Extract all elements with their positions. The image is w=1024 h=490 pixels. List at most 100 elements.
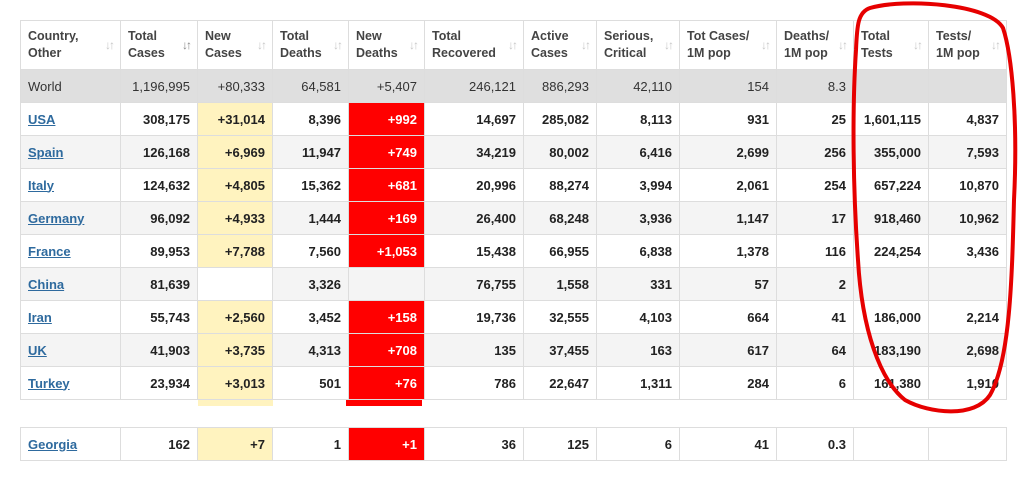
cell-col-3: 15,362 [273,169,349,202]
column-header-label: Total Deaths [280,28,322,62]
column-header-label: Tests/1M pop [936,28,980,62]
cell-col-7: 8,113 [597,103,680,136]
cell-col-8: 931 [680,103,777,136]
cell-col-10: 355,000 [854,136,929,169]
cell-col-11 [929,268,1007,301]
cell-col-3: 11,947 [273,136,349,169]
world-cell-2: +80,333 [198,70,273,103]
cell-col-7: 6,838 [597,235,680,268]
cell-col-6: 80,002 [524,136,597,169]
cell-col-8: 2,061 [680,169,777,202]
country-link[interactable]: France [28,243,71,259]
country-cell: Iran [20,301,121,334]
column-header-2[interactable]: New Cases ↓↑ [198,20,273,70]
column-header-4[interactable]: New Deaths ↓↑ [349,20,425,70]
cell-col-5: 135 [425,334,524,367]
sort-arrows-icon[interactable]: ↓↑ [761,38,771,52]
column-header-label: New Deaths [356,28,398,62]
column-header-8[interactable]: Tot Cases/1M pop ↓↑ [680,20,777,70]
cell-col-6: 88,274 [524,169,597,202]
sort-arrows-icon[interactable]: ↓↑ [105,38,115,52]
sort-arrows-icon[interactable]: ↓↑ [913,38,923,52]
column-header-9[interactable]: Deaths/1M pop ↓↑ [777,20,854,70]
cell-col-4: +1,053 [349,235,425,268]
cell-col-3: 1 [273,428,349,461]
country-link[interactable]: Georgia [28,436,78,452]
cell-col-8: 284 [680,367,777,400]
table-row: Italy 124,632 +4,805 15,362 +681 20,996 88,274… [20,169,1007,202]
country-link[interactable]: China [28,276,65,292]
cell-col-2: +3,013 [198,367,273,400]
country-cell: Italy [20,169,121,202]
country-cell: Germany [20,202,121,235]
cell-col-5: 34,219 [425,136,524,169]
country-link[interactable]: Germany [28,210,85,226]
country-link[interactable]: Italy [28,177,55,193]
cell-col-1: 89,953 [121,235,198,268]
cell-col-7: 4,103 [597,301,680,334]
sort-arrows-icon[interactable]: ↓↑ [409,38,419,52]
cell-col-8: 617 [680,334,777,367]
table-row: Germany 96,092 +4,933 1,444 +169 26,400 68,248… [20,202,1007,235]
cell-col-4: +76 [349,367,425,400]
cell-col-10 [854,428,929,461]
cell-col-11: 2,214 [929,301,1007,334]
cell-col-2: +3,735 [198,334,273,367]
sort-arrows-icon[interactable]: ↓↑ [581,38,591,52]
column-header-1[interactable]: Total Cases ↓↑ [121,20,198,70]
cell-col-7: 163 [597,334,680,367]
column-header-0[interactable]: Country, Other ↓↑ [20,20,121,70]
cell-col-4: +708 [349,334,425,367]
sort-arrows-icon[interactable]: ↓↑ [991,38,1001,52]
column-header-11[interactable]: Tests/1M pop ↓↑ [929,20,1007,70]
cell-col-10: 918,460 [854,202,929,235]
world-cell-5: 246,121 [425,70,524,103]
sort-desc-icon[interactable]: ↓↑ [182,38,192,52]
cell-col-9: 116 [777,235,854,268]
header-line-1: Tot Cases/ [687,29,750,43]
column-header-10[interactable]: Total Tests ↓↑ [854,20,929,70]
cell-col-11: 3,436 [929,235,1007,268]
country-link[interactable]: Turkey [28,375,70,391]
cell-col-2: +4,805 [198,169,273,202]
cell-col-10: 657,224 [854,169,929,202]
country-link[interactable]: USA [28,111,56,127]
cell-col-5: 20,996 [425,169,524,202]
world-cell-9: 8.3 [777,70,854,103]
column-header-label: Total Recovered [432,28,496,62]
cell-col-3: 1,444 [273,202,349,235]
sort-arrows-icon[interactable]: ↓↑ [257,38,267,52]
cell-col-3: 4,313 [273,334,349,367]
table-row: China 81,639 3,326 76,755 1,558 331 57 2 [20,268,1007,301]
header-line-1: Serious, [604,29,654,43]
cell-col-4: +169 [349,202,425,235]
column-header-3[interactable]: Total Deaths ↓↑ [273,20,349,70]
cell-col-9: 25 [777,103,854,136]
country-cell: Turkey [20,367,121,400]
country-cell: UK [20,334,121,367]
cell-col-5: 19,736 [425,301,524,334]
cell-col-5: 786 [425,367,524,400]
column-header-label: New Cases [205,28,242,62]
header-line-2: 1M pop [687,46,731,60]
sort-arrows-icon[interactable]: ↓↑ [664,38,674,52]
sort-arrows-icon[interactable]: ↓↑ [838,38,848,52]
cell-col-9: 2 [777,268,854,301]
header-line-2: Cases [205,46,242,60]
country-link[interactable]: UK [28,342,47,358]
world-cell-8: 154 [680,70,777,103]
cell-col-11: 7,593 [929,136,1007,169]
world-cell-7: 42,110 [597,70,680,103]
table-gap [20,400,1007,427]
sort-arrows-icon[interactable]: ↓↑ [508,38,518,52]
column-header-6[interactable]: Active Cases ↓↑ [524,20,597,70]
country-link[interactable]: Iran [28,309,52,325]
sort-arrows-icon[interactable]: ↓↑ [333,38,343,52]
cell-col-1: 41,903 [121,334,198,367]
column-header-label: Active Cases [531,28,569,62]
cell-col-3: 8,396 [273,103,349,136]
column-header-7[interactable]: Serious, Critical ↓↑ [597,20,680,70]
country-link[interactable]: Spain [28,144,64,160]
cell-col-9: 64 [777,334,854,367]
column-header-5[interactable]: Total Recovered ↓↑ [425,20,524,70]
